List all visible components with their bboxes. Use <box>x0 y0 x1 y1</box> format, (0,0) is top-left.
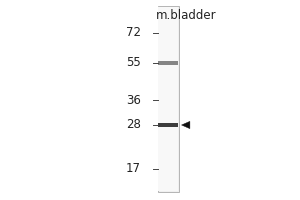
Bar <box>158 7 178 191</box>
Bar <box>158 123 178 127</box>
Bar <box>158 6 178 192</box>
Text: 17: 17 <box>126 162 141 176</box>
Text: 28: 28 <box>126 118 141 132</box>
Text: 36: 36 <box>126 94 141 106</box>
Polygon shape <box>182 121 190 129</box>
Text: 55: 55 <box>126 56 141 70</box>
Text: m.bladder: m.bladder <box>156 9 216 22</box>
Text: 72: 72 <box>126 26 141 40</box>
Bar <box>158 61 178 65</box>
